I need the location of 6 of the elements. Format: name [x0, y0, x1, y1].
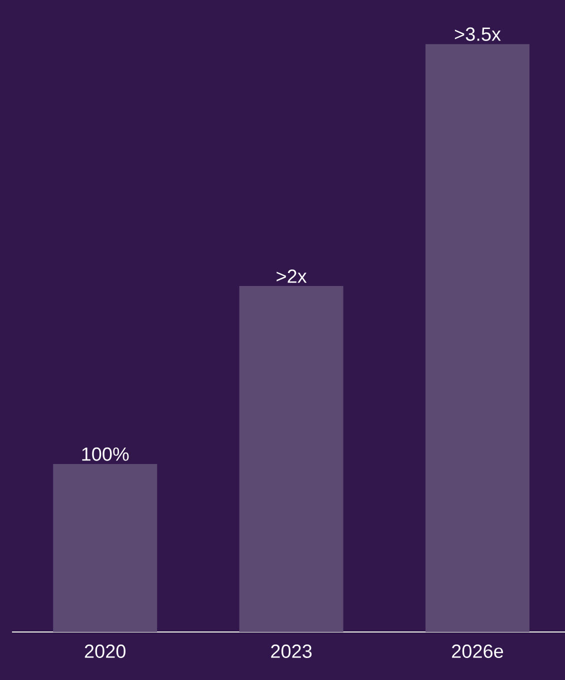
- data-label: >2x: [276, 270, 307, 283]
- x-tick-label: 2026e: [452, 644, 504, 658]
- x-tick-label: 2023: [271, 644, 312, 658]
- data-label: >3.5x: [454, 27, 501, 41]
- x-tick-label: 2020: [84, 644, 126, 658]
- data-label: 100%: [82, 447, 129, 461]
